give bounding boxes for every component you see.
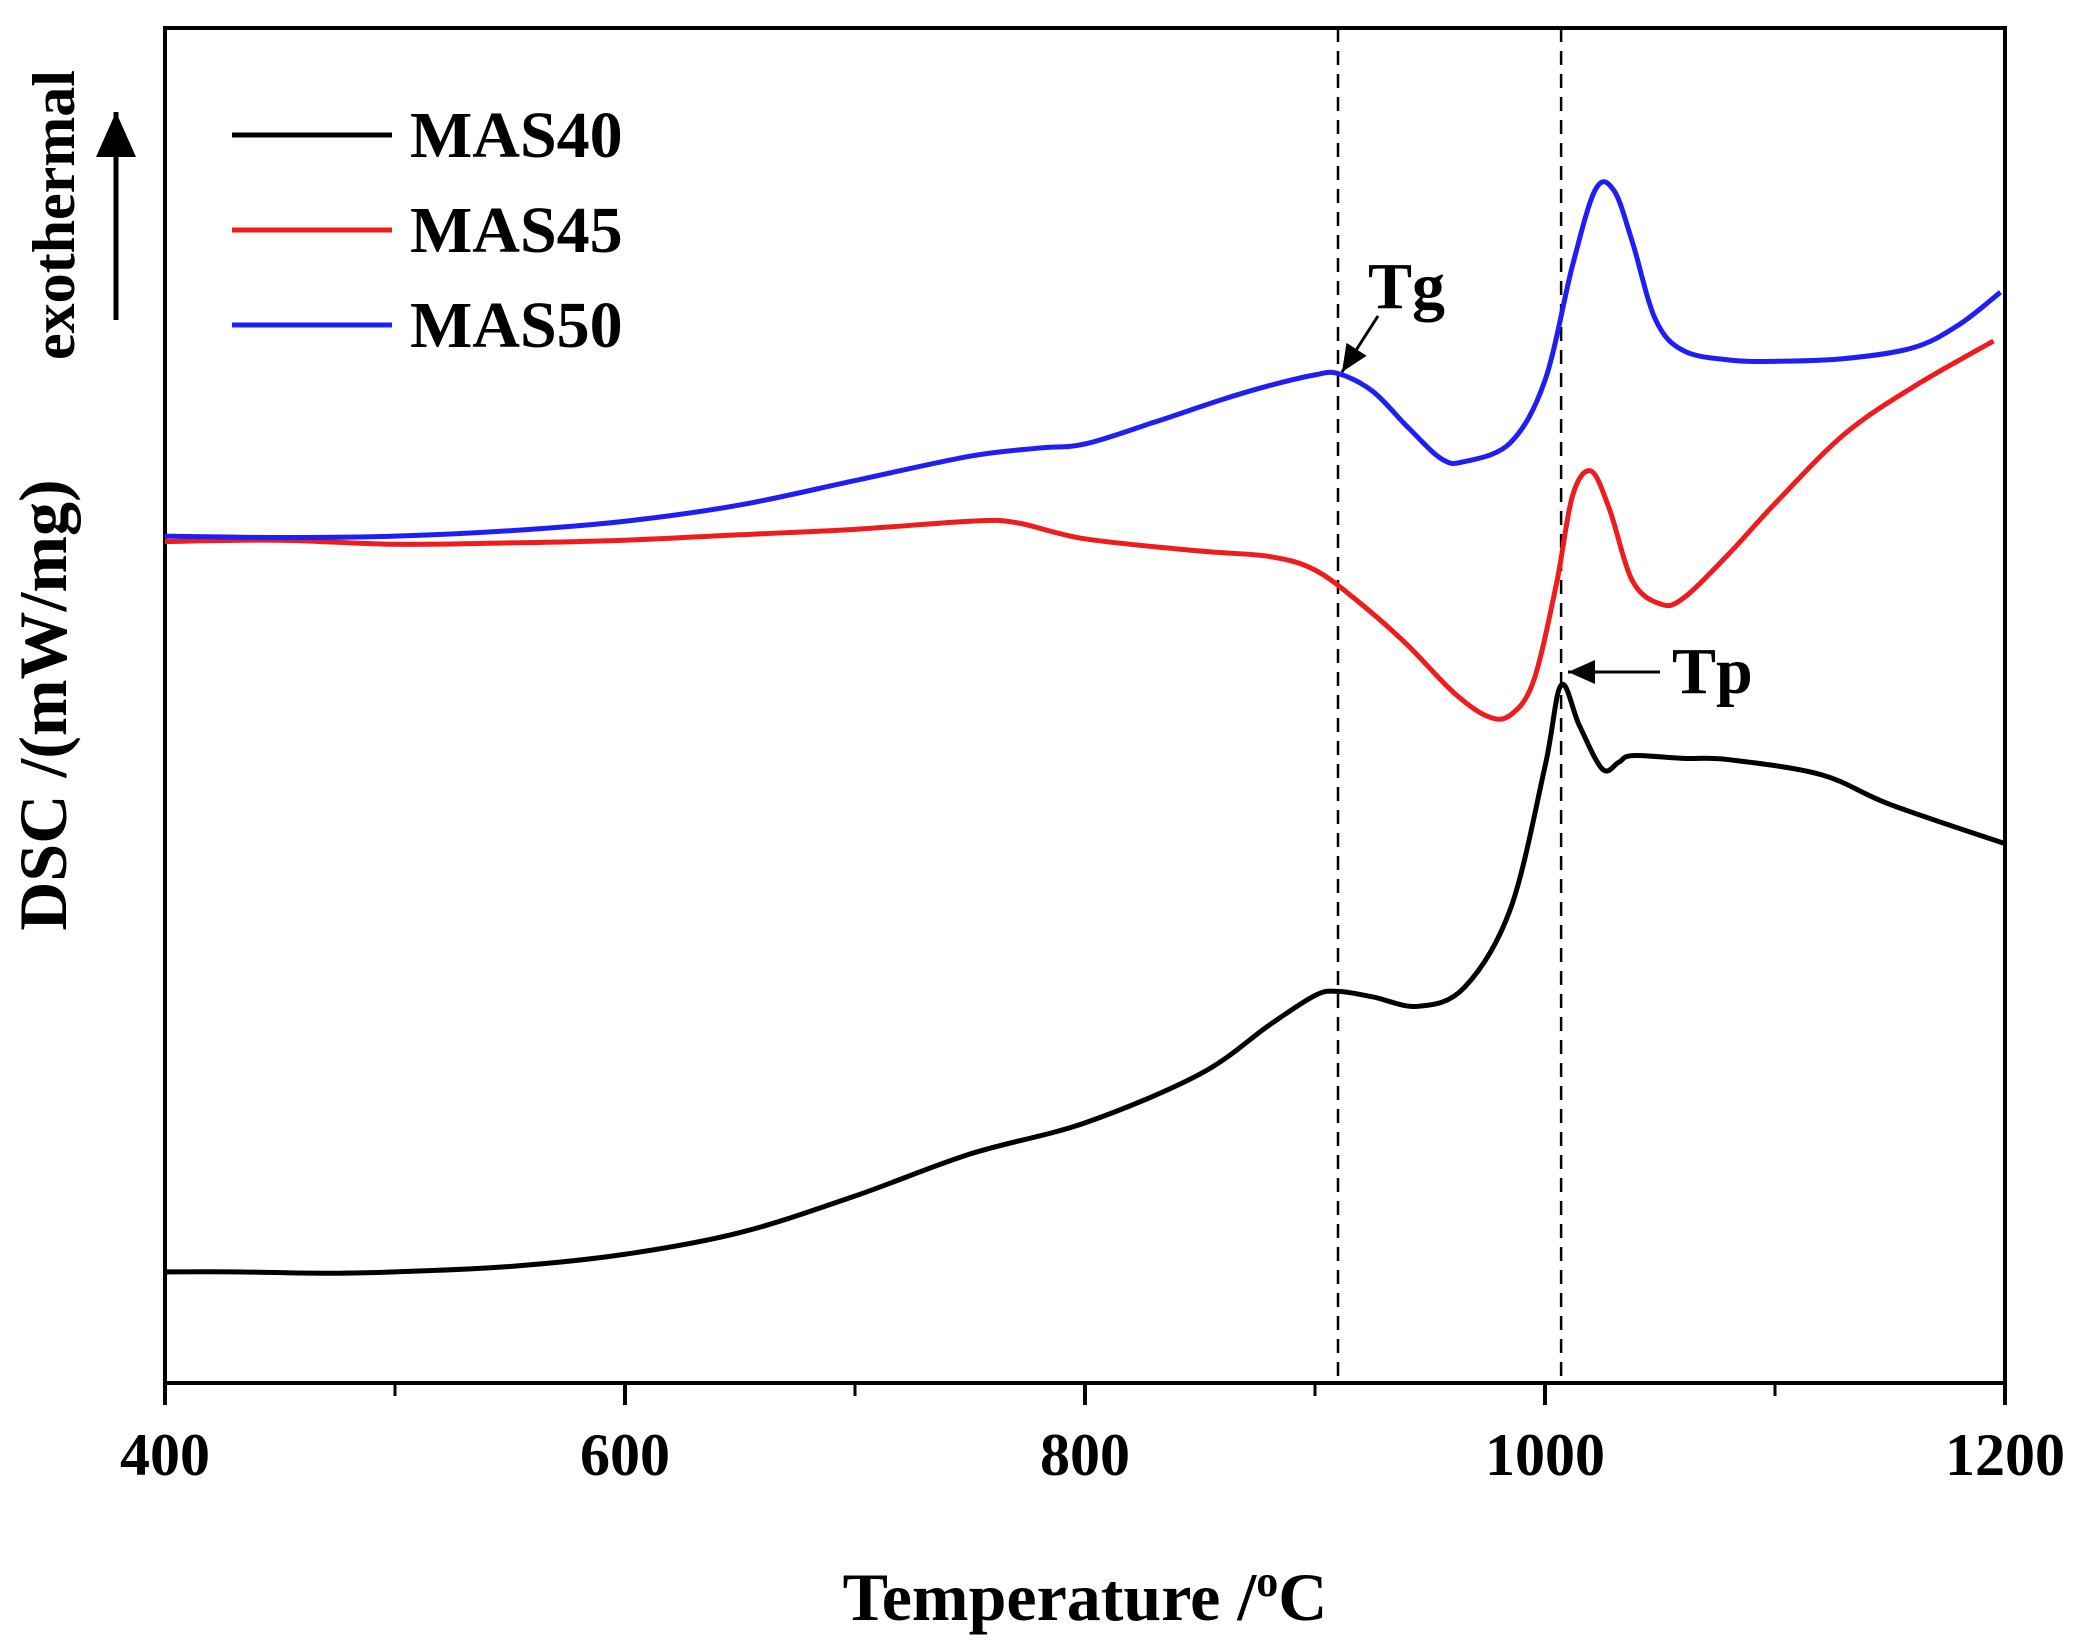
x-axis-title-unit: C: [1278, 1559, 1327, 1635]
x-axis-title-degree: o: [1256, 1557, 1278, 1606]
x-axis-title-main: Temperature /: [843, 1559, 1258, 1635]
series-line-mas45: [164, 338, 1995, 722]
exothermal-label: exothermal: [21, 70, 87, 360]
legend-label-mas45: MAS45: [410, 194, 623, 267]
annotation-tg-arrow: [1340, 315, 1380, 373]
exothermal-indicator: exothermal: [21, 70, 136, 360]
guide-lines: [1336, 28, 1563, 1383]
x-axis-tick-labels: 400 600 800 1000 1200: [120, 1422, 2065, 1488]
legend: MAS40 MAS45 MAS50: [232, 99, 623, 362]
x-tick-label-3: 1000: [1485, 1422, 1605, 1488]
annotation-tg-label: Tg: [1368, 250, 1445, 323]
legend-label-mas40: MAS40: [410, 99, 623, 172]
series-line-mas50: [164, 179, 2002, 540]
legend-label-mas50: MAS50: [410, 289, 623, 362]
x-tick-label-4: 1200: [1945, 1422, 2065, 1488]
annotation-tp-label: Tp: [1672, 635, 1753, 708]
x-tick-label-2: 800: [1040, 1422, 1130, 1488]
x-axis-ticks: [163, 1383, 2007, 1405]
x-tick-label-1: 600: [580, 1422, 670, 1488]
series-line-mas40: [164, 681, 2006, 1276]
y-axis-title: DSC /(mW/mg): [5, 479, 81, 930]
x-tick-label-0: 400: [120, 1422, 210, 1488]
x-axis-title: Temperature /oC: [843, 1557, 1328, 1636]
series-layer: [164, 179, 2006, 1276]
annotation-tp: Tp: [1568, 635, 1753, 708]
annotation-tg: Tg: [1340, 250, 1445, 373]
